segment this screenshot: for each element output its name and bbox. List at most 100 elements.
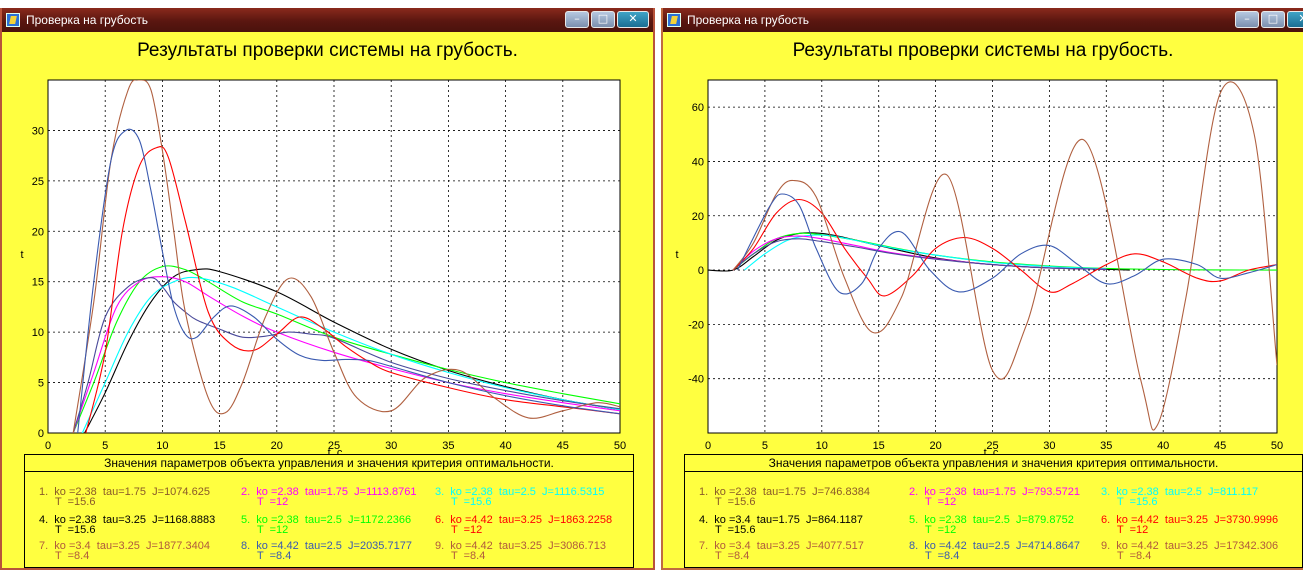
window-title: Проверка на грубость (26, 13, 149, 27)
x-tick-label: 15 (213, 440, 225, 452)
y-tick-label: -20 (688, 319, 704, 331)
entry-time-constant: T =15.6 (1117, 496, 1158, 508)
parameter-entry: 4. ko =3.4 tau=1.75 J=864.1187 T =15.6 (699, 514, 864, 536)
x-tick-label: 50 (614, 440, 626, 452)
y-tick-label: 15 (32, 277, 44, 289)
parameter-entry: 8. ko =4.42 tau=2.5 J=4714.8647 T =8.4 (909, 540, 1080, 562)
entry-params: 3. ko =2.38 tau=2.5 J=1116.5315 (435, 486, 605, 498)
parameter-entry: 7. ko =3.4 tau=3.25 J=1877.3404 T =8.4 (39, 540, 210, 562)
y-tick-label: 30 (32, 125, 44, 137)
entry-time-constant: T =15.6 (715, 496, 756, 508)
y-tick-label: 40 (692, 156, 704, 168)
entry-time-constant: T =12 (925, 524, 957, 536)
y-axis-label: t (675, 249, 678, 261)
parameter-entry: 1. ko =2.38 tau=1.75 J=1074.625 T =15.6 (39, 487, 210, 508)
y-tick-label: -40 (688, 374, 704, 386)
window-title: Проверка на грубость (687, 13, 810, 27)
y-tick-label: 0 (38, 428, 44, 440)
x-tick-label: 40 (499, 440, 511, 452)
series-line-8 (77, 128, 620, 433)
entry-time-constant: T =8.4 (1117, 550, 1152, 562)
panel-title: Значения параметров объекта управления и… (685, 455, 1302, 472)
entry-params: 5. ko =2.38 tau=2.5 J=879.8752 (909, 514, 1074, 526)
entry-params: 5. ko =2.38 tau=2.5 J=1172.2366 (241, 514, 412, 526)
minimize-button[interactable]: – (565, 11, 589, 28)
entry-params: 7. ko =3.4 tau=3.25 J=4077.517 (699, 540, 864, 552)
x-tick-label: 20 (929, 440, 941, 452)
parameter-entry: 3. ko =2.38 tau=2.5 J=1116.5315 T =15.6 (435, 486, 605, 508)
plot-heading: Результаты проверки системы на грубость. (792, 40, 1174, 61)
window-right: Проверка на грубость –□✕ Результаты пров… (661, 8, 1303, 570)
x-tick-label: 25 (328, 440, 340, 452)
entry-params: 8. ko =4.42 tau=2.5 J=4714.8647 (909, 540, 1080, 552)
app-icon (6, 13, 20, 27)
maximize-button[interactable]: □ (591, 11, 615, 28)
parameter-entry: 7. ko =3.4 tau=3.25 J=4077.517 T =8.4 (699, 540, 864, 562)
y-tick-label: 60 (692, 102, 704, 114)
entry-params: 7. ko =3.4 tau=3.25 J=1877.3404 (39, 540, 210, 552)
panel-title: Значения параметров объекта управления и… (25, 455, 633, 472)
y-tick-label: 0 (698, 265, 704, 277)
series-line-2 (72, 265, 620, 433)
y-tick-label: 10 (32, 327, 44, 339)
close-button[interactable]: ✕ (617, 11, 649, 28)
parameter-entry: 2. ko =2.38 tau=1.75 J=1113.8761 T =12 (241, 486, 417, 508)
x-tick-label: 0 (705, 440, 711, 452)
window-controls: –□✕ (563, 11, 649, 29)
entry-time-constant: T =15.6 (715, 524, 756, 536)
x-tick-label: 30 (1043, 440, 1055, 452)
y-axis-label: t (20, 249, 23, 261)
parameter-entry: 3. ko =2.38 tau=2.5 J=811.117 T =15.6 (1101, 487, 1258, 508)
plot-heading: Результаты проверки системы на грубость. (137, 40, 518, 61)
x-tick-label: 45 (557, 440, 569, 452)
x-tick-label: 50 (1271, 440, 1283, 452)
y-tick-label: 20 (692, 211, 704, 223)
entry-params: 2. ko =2.38 tau=1.75 J=1113.8761 (241, 486, 417, 498)
parameters-panel: Значения параметров объекта управления и… (24, 454, 634, 568)
x-tick-label: 15 (873, 440, 885, 452)
y-tick-label: 20 (32, 226, 44, 238)
parameter-entry: 8. ko =4.42 tau=2.5 J=2035.7177 T =8.4 (241, 540, 412, 562)
x-tick-label: 45 (1214, 440, 1226, 452)
parameters-panel: Значения параметров объекта управления и… (684, 454, 1303, 568)
entry-params: 1. ko =2.38 tau=1.75 J=746.8384 (699, 486, 870, 498)
x-tick-label: 40 (1157, 440, 1169, 452)
series-line-7 (732, 81, 1277, 431)
entry-time-constant: T =8.4 (925, 550, 960, 562)
parameter-entry: 9. ko =4.42 tau=3.25 J=17342.306 T =8.4 (1101, 541, 1278, 562)
close-button[interactable]: ✕ (1287, 11, 1303, 28)
entry-time-constant: T =15.6 (55, 496, 96, 508)
x-tick-label: 20 (271, 440, 283, 452)
entry-time-constant: T =12 (925, 496, 957, 508)
parameter-entry: 5. ko =2.38 tau=2.5 J=1172.2366 T =12 (241, 514, 412, 536)
title-bar[interactable]: Проверка на грубость –□✕ (2, 8, 653, 32)
entry-time-constant: T =8.4 (257, 550, 292, 562)
minimize-button[interactable]: – (1235, 11, 1259, 28)
entry-params: 6. ko =4.42 tau=3.25 J=3730.9996 (1101, 514, 1279, 526)
entry-time-constant: T =12 (451, 524, 483, 536)
title-bar[interactable]: Проверка на грубость –□✕ (663, 8, 1303, 32)
x-tick-label: 5 (102, 440, 108, 452)
y-tick-label: 25 (32, 176, 44, 188)
entry-time-constant: T =12 (257, 524, 289, 536)
x-tick-label: 35 (442, 440, 454, 452)
x-tick-label: 30 (385, 440, 397, 452)
maximize-button[interactable]: □ (1261, 11, 1285, 28)
entry-params: 4. ko =2.38 tau=3.25 J=1168.8883 (39, 514, 216, 526)
series-line-3 (81, 276, 620, 433)
entry-params: 8. ko =4.42 tau=2.5 J=2035.7177 (241, 540, 412, 552)
parameter-entry: 4. ko =2.38 tau=3.25 J=1168.8883 T =15.6 (39, 514, 216, 536)
x-tick-label: 25 (986, 440, 998, 452)
series-line-4 (72, 276, 620, 433)
entry-params: 4. ko =3.4 tau=1.75 J=864.1187 (699, 514, 864, 526)
entry-time-constant: T =8.4 (55, 550, 90, 562)
entry-time-constant: T =8.4 (451, 550, 486, 562)
window-left: Проверка на грубость – □ ✕ Результаты пров… (0, 8, 655, 570)
app-icon (667, 13, 681, 27)
entry-time-constant: T =15.6 (55, 524, 96, 536)
parameter-entry: 1. ko =2.38 tau=1.75 J=746.8384 T =15.6 (699, 486, 870, 508)
series-line-8 (737, 193, 1277, 295)
entry-params: 6. ko =4.42 tau=3.25 J=1863.2258 (435, 514, 613, 526)
